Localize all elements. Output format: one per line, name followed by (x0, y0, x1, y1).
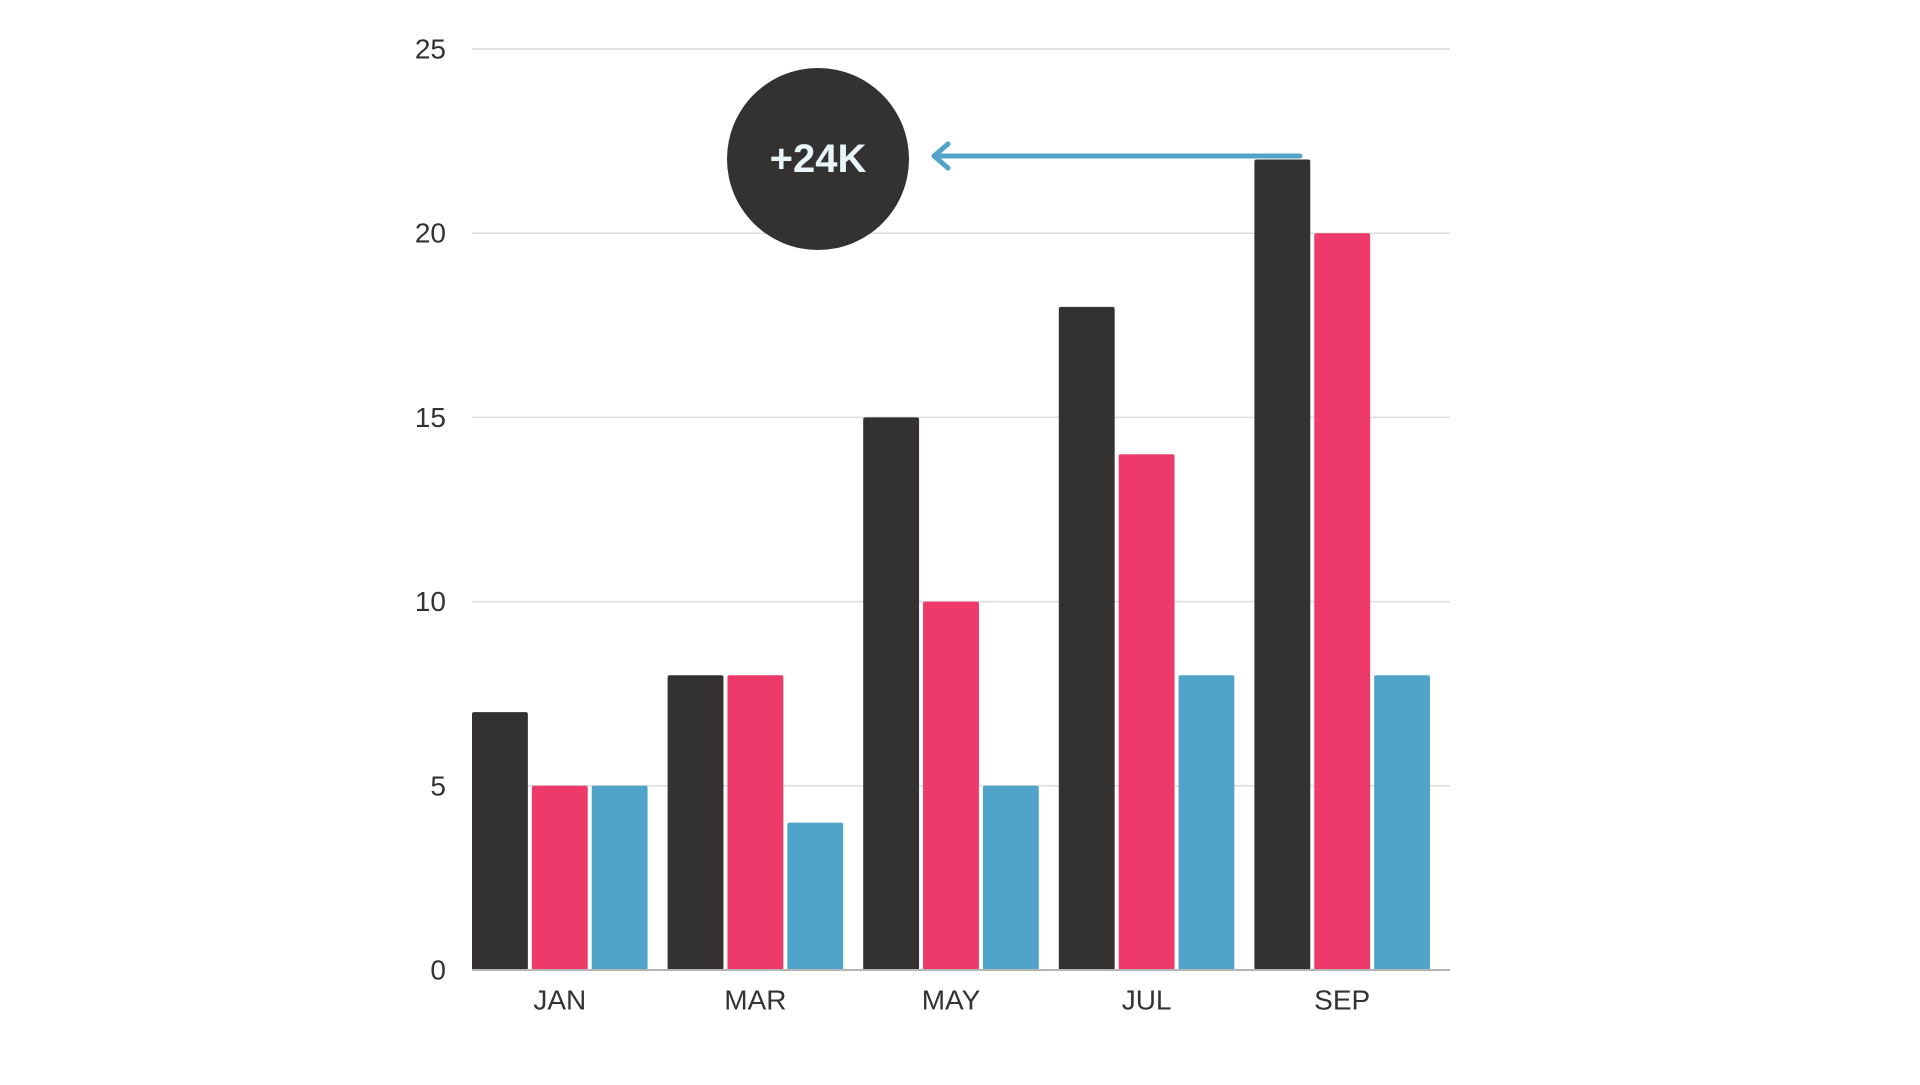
bar-mar-series-3 (787, 822, 844, 970)
y-tick-label: 10 (415, 586, 446, 617)
x-tick-label: JAN (533, 985, 586, 1016)
y-tick-label: 20 (415, 218, 446, 249)
x-tick-label: MAR (724, 985, 786, 1016)
bar-sep-series-2 (1314, 233, 1371, 970)
bar-jan-series-3 (591, 785, 648, 970)
callout-label: +24K (770, 137, 867, 181)
y-tick-label: 15 (415, 402, 446, 433)
bar-jan-series-2 (531, 785, 588, 970)
y-tick-label: 0 (430, 955, 446, 986)
bar-may-series-1 (863, 417, 920, 970)
y-tick-label: 5 (430, 770, 446, 801)
bar-mar-series-2 (727, 675, 784, 970)
bar-mar-series-1 (667, 675, 724, 970)
y-tick-label: 25 (415, 34, 446, 65)
x-tick-label: MAY (922, 985, 981, 1016)
x-axis-labels: JAN MAR MAY JUL SEP (533, 985, 1370, 1016)
x-tick-label: SEP (1314, 985, 1370, 1016)
bar-jul-series-3 (1178, 675, 1235, 970)
bar-sep-series-1 (1254, 159, 1311, 970)
callout-badge (727, 68, 909, 250)
y-axis-ticks: 0 5 10 15 20 25 (415, 34, 446, 986)
callout-arrow-head-icon (931, 141, 951, 171)
bar-jul-series-1 (1058, 306, 1115, 970)
bars (472, 159, 1430, 970)
bar-sep-series-3 (1374, 675, 1430, 970)
bar-may-series-3 (982, 785, 1039, 970)
annotation: +24K (727, 68, 1303, 250)
bar-jan-series-1 (472, 712, 528, 970)
x-tick-label: JUL (1122, 985, 1172, 1016)
bar-may-series-2 (923, 601, 979, 970)
bar-jul-series-2 (1118, 454, 1175, 970)
